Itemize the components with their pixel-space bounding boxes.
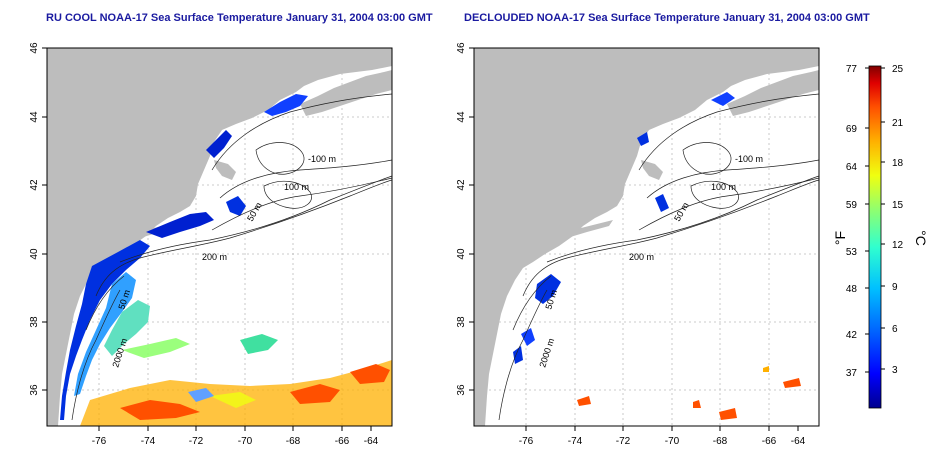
y-tick-label: 42 (456, 179, 467, 191)
y-tick-label: 36 (456, 384, 467, 396)
sst-data (513, 92, 801, 420)
plot-frame (46, 47, 393, 427)
fahrenheit-tick-labels: 77 69 64 59 53 48 42 37 (846, 64, 858, 379)
axis-ticks (469, 47, 799, 431)
x-tick-label: -72 (189, 436, 204, 447)
f-tick-label: 77 (846, 64, 858, 75)
x-tick-label: -70 (238, 436, 253, 447)
f-tick-label: 48 (846, 284, 858, 295)
f-tick-label: 69 (846, 124, 858, 135)
colorbar-ramp (868, 65, 882, 409)
x-tick-label: -68 (713, 436, 728, 447)
contour-label: 100 m (284, 182, 309, 192)
y-tick-labels: 36 38 40 42 44 46 (29, 42, 40, 396)
plot-frame (473, 47, 820, 427)
c-tick-label: 12 (892, 240, 904, 251)
celsius-axis-label: °C (913, 230, 929, 246)
contour-label: 100 m (711, 182, 736, 192)
f-tick-label: 42 (846, 330, 858, 341)
temperature-colorbar: 77 69 64 59 53 48 42 37 25 21 18 15 12 9… (832, 64, 929, 409)
contour-label: 200 m (629, 252, 654, 262)
c-tick-label: 25 (892, 64, 904, 75)
colorbar-ticks (865, 67, 885, 373)
sst-data (60, 94, 392, 426)
axis-ticks (42, 47, 372, 431)
fahrenheit-axis-label: °F (832, 231, 848, 245)
x-tick-label: -68 (286, 436, 301, 447)
land-mass (47, 48, 392, 426)
x-tick-label: -76 (92, 436, 107, 447)
x-tick-label: -76 (519, 436, 534, 447)
bathymetry-contours (71, 93, 393, 421)
long-island (565, 220, 613, 238)
contour-label: 200 m (202, 252, 227, 262)
x-tick-label: -66 (335, 436, 350, 447)
c-tick-label: 18 (892, 158, 904, 169)
graticule (47, 48, 392, 426)
y-tick-label: 42 (29, 179, 40, 191)
f-tick-label: 59 (846, 200, 858, 211)
x-tick-label: -64 (791, 436, 806, 447)
graticule (474, 48, 819, 426)
contour-label: -100 m (308, 154, 336, 164)
x-tick-label: -66 (762, 436, 777, 447)
panel-title-right: DECLOUDED NOAA-17 Sea Surface Temperatur… (464, 12, 870, 24)
x-tick-label: -72 (616, 436, 631, 447)
y-tick-label: 46 (29, 42, 40, 54)
c-tick-label: 3 (892, 365, 898, 376)
contour-label: -100 m (735, 154, 763, 164)
x-tick-label: -70 (665, 436, 680, 447)
x-tick-label: -64 (364, 436, 379, 447)
y-tick-label: 46 (456, 42, 467, 54)
map-panel-clouded: -100 m 100 m 50 m 200 m 2000 m 50 m -76 … (29, 42, 393, 447)
panel-title-left: RU COOL NOAA-17 Sea Surface Temperature … (46, 12, 433, 24)
cape-cod (641, 160, 663, 180)
f-tick-label: 53 (846, 247, 858, 258)
y-tick-label: 44 (29, 111, 40, 123)
x-tick-labels: -76 -74 -72 -70 -68 -66 -64 (519, 436, 806, 447)
c-tick-label: 9 (892, 282, 898, 293)
y-tick-label: 38 (456, 316, 467, 328)
x-tick-labels: -76 -74 -72 -70 -68 -66 -64 (92, 436, 379, 447)
f-tick-label: 64 (846, 162, 858, 173)
bathymetry-contours (498, 93, 820, 421)
celsius-tick-labels: 25 21 18 15 12 9 6 3 (892, 64, 904, 376)
y-tick-label: 40 (456, 248, 467, 260)
x-tick-label: -74 (568, 436, 583, 447)
f-tick-label: 37 (846, 368, 858, 379)
y-tick-label: 44 (456, 111, 467, 123)
y-tick-labels: 36 38 40 42 44 46 (456, 42, 467, 396)
x-tick-label: -74 (141, 436, 156, 447)
y-tick-label: 38 (29, 316, 40, 328)
y-tick-label: 40 (29, 248, 40, 260)
c-tick-label: 15 (892, 200, 904, 211)
c-tick-label: 21 (892, 118, 904, 129)
land-mass (474, 48, 819, 426)
y-tick-label: 36 (29, 384, 40, 396)
map-panel-declouded: -100 m 100 m 50 m 200 m 2000 m 50 m -76 … (456, 42, 820, 447)
cape-cod (214, 160, 236, 180)
c-tick-label: 6 (892, 324, 898, 335)
